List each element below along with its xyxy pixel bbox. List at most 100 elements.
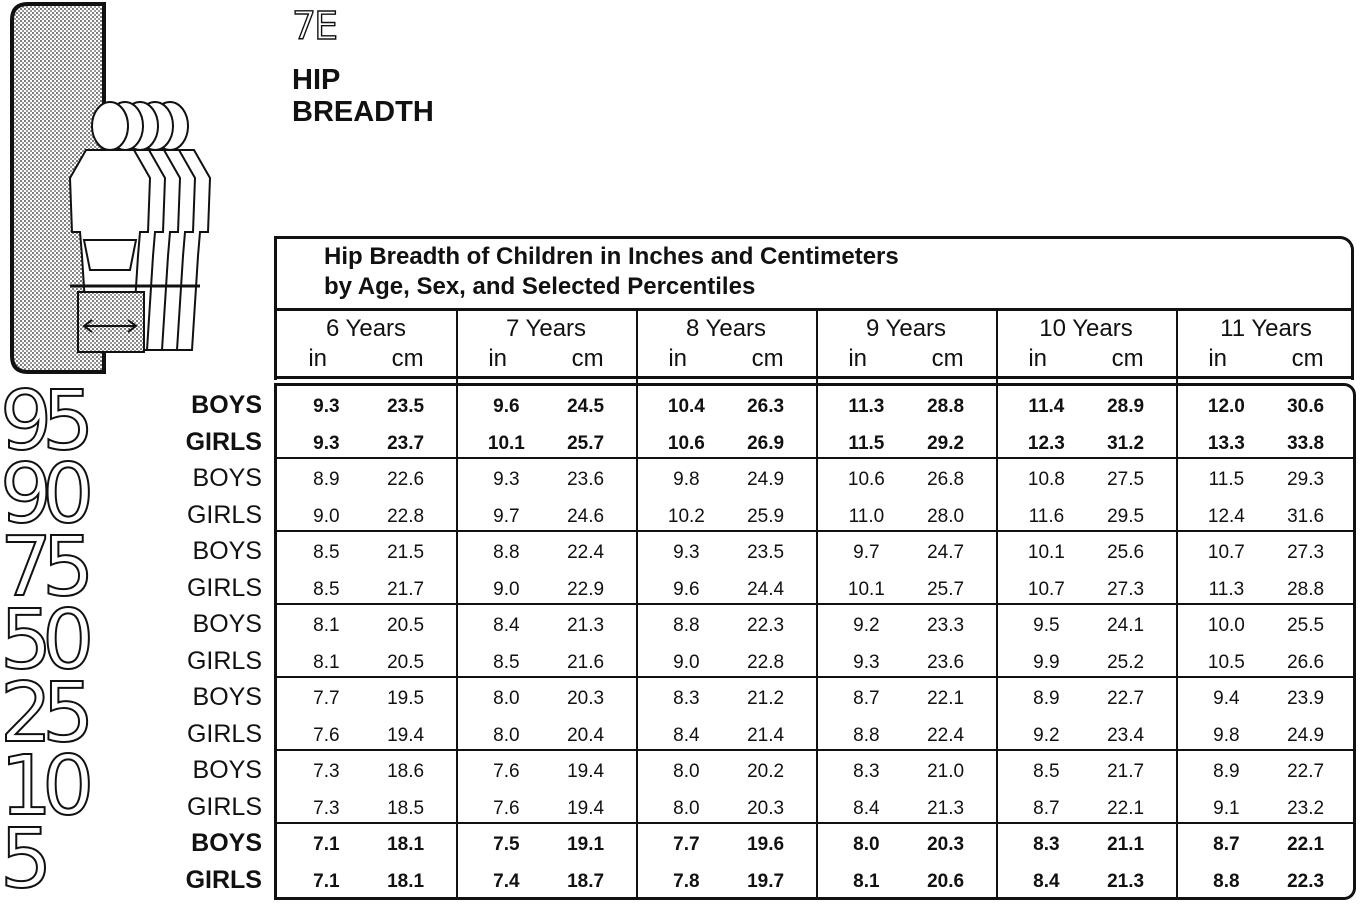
- table-cell: 23.3: [927, 615, 965, 636]
- table-cell: 30.6: [1287, 396, 1325, 417]
- table-cell: 8.4: [853, 797, 880, 819]
- table-cell: 20.6: [927, 870, 965, 892]
- percentile-5: 5: [0, 812, 53, 907]
- percentile-divider: [274, 822, 1356, 824]
- table-cell: 9.3: [493, 469, 520, 490]
- age-label: 9 Years: [865, 315, 947, 342]
- table-cell: 10.8: [1027, 469, 1065, 490]
- unit-cm-label: cm: [571, 345, 604, 372]
- table-cell: 23.7: [387, 432, 425, 454]
- table-cell: 9.8: [1213, 724, 1240, 746]
- table-cell: 8.9: [1213, 761, 1240, 782]
- table-cell: 8.3: [1033, 834, 1060, 855]
- table-cell: 10.1: [1027, 542, 1065, 563]
- table-cell: 12.3: [1027, 432, 1065, 454]
- table-cell: 10.5: [1207, 651, 1245, 673]
- table-cell: 9.0: [313, 505, 340, 527]
- table-cell: 20.3: [927, 834, 965, 855]
- table-cell: 9.0: [493, 578, 520, 600]
- table-cell: 22.1: [1107, 797, 1145, 819]
- table-cell: 9.1: [1213, 797, 1240, 819]
- table-cell: 29.2: [927, 432, 965, 454]
- table-cell: 19.6: [747, 834, 785, 855]
- table-cell: 8.8: [1213, 870, 1240, 892]
- table-cell: 21.7: [1107, 761, 1145, 782]
- table-cell: 24.5: [567, 396, 605, 417]
- table-cell: 22.6: [387, 469, 425, 490]
- girls-label: GIRLS: [186, 646, 262, 675]
- table-cell: 18.1: [387, 834, 425, 855]
- table-cell: 8.7: [1213, 834, 1240, 855]
- table-cell: 20.3: [567, 688, 605, 709]
- table-cell: 22.1: [1287, 834, 1325, 855]
- table-cell: 21.2: [747, 688, 785, 709]
- unit-cm-label: cm: [931, 345, 964, 372]
- table-cell: 7.8: [673, 870, 700, 892]
- table-cell: 26.3: [747, 396, 785, 417]
- table-cell: 9.3: [853, 651, 880, 673]
- unit-in-label: in: [1028, 345, 1048, 372]
- table-cell: 7.1: [313, 870, 340, 892]
- table-cell: 8.9: [1033, 688, 1060, 709]
- girls-label: GIRLS: [186, 792, 262, 821]
- column-separator: [1176, 311, 1178, 900]
- age-header-6: 6 Years in cm: [276, 314, 456, 378]
- caption-divider: [274, 308, 1354, 311]
- table-cell: 8.1: [853, 870, 880, 892]
- header-bottom-rule: [274, 376, 1354, 379]
- table-cell: 8.5: [1033, 761, 1060, 782]
- caption-line-2: by Age, Sex, and Selected Percentiles: [324, 273, 756, 300]
- age-header-9: 9 Years in cm: [816, 314, 996, 378]
- age-label: 11 Years: [1220, 315, 1312, 342]
- table-cell: 22.8: [747, 651, 785, 673]
- unit-labels: in cm: [816, 344, 996, 374]
- table-cell: 7.5: [493, 834, 520, 855]
- unit-in-label: in: [1208, 345, 1228, 372]
- girls-label: GIRLS: [186, 719, 262, 748]
- table-cell: 9.2: [1033, 724, 1060, 746]
- percentile-divider: [274, 457, 1356, 459]
- table-cell: 19.5: [387, 688, 425, 709]
- unit-in-label: in: [488, 345, 508, 372]
- table-cell: 29.3: [1287, 469, 1325, 490]
- table-cell: 24.7: [927, 542, 965, 563]
- table-cell: 10.1: [847, 578, 885, 600]
- age-label: 7 Years: [505, 315, 587, 342]
- table-cell: 23.9: [1287, 688, 1325, 709]
- table-cell: 7.3: [313, 797, 340, 819]
- girls-label: GIRLS: [185, 865, 262, 894]
- table-cell: 11.6: [1028, 505, 1065, 527]
- table-cell: 21.6: [567, 651, 605, 673]
- table-cell: 27.3: [1107, 578, 1145, 600]
- column-separator: [456, 311, 458, 900]
- table-cell: 8.0: [493, 688, 520, 709]
- title-line-2: BREADTH: [292, 96, 434, 128]
- percentile-90: 90: [0, 447, 95, 542]
- table-cell: 23.4: [1107, 724, 1145, 746]
- table-cell: 20.2: [747, 761, 785, 782]
- table-cell: 12.4: [1207, 505, 1245, 527]
- table-cell: 20.5: [387, 615, 425, 636]
- table-cell: 24.9: [1287, 724, 1325, 746]
- boys-label: BOYS: [191, 829, 262, 857]
- percentile-divider: [274, 603, 1356, 605]
- column-separator: [996, 311, 998, 900]
- table-cell: 22.7: [1287, 761, 1325, 782]
- table-cell: 19.4: [567, 761, 605, 782]
- table-cell: 22.3: [1287, 870, 1325, 892]
- girls-label: GIRLS: [186, 573, 262, 602]
- unit-cm-label: cm: [1291, 345, 1324, 372]
- table-cell: 28.9: [1107, 396, 1145, 417]
- table-cell: 20.5: [387, 651, 425, 673]
- column-separator: [636, 311, 638, 900]
- age-header-11: 11 Years in cm: [1176, 314, 1356, 378]
- unit-labels: in cm: [276, 344, 456, 374]
- table-cell: 24.6: [567, 505, 605, 527]
- table-cell: 8.5: [313, 542, 340, 563]
- table-cell: 26.6: [1287, 651, 1325, 673]
- table-cell: 8.0: [493, 724, 520, 746]
- table-cell: 25.6: [1107, 542, 1145, 563]
- child-figure-illustration: [10, 2, 212, 374]
- table-cell: 7.6: [313, 724, 340, 746]
- table-cell: 22.1: [927, 688, 965, 709]
